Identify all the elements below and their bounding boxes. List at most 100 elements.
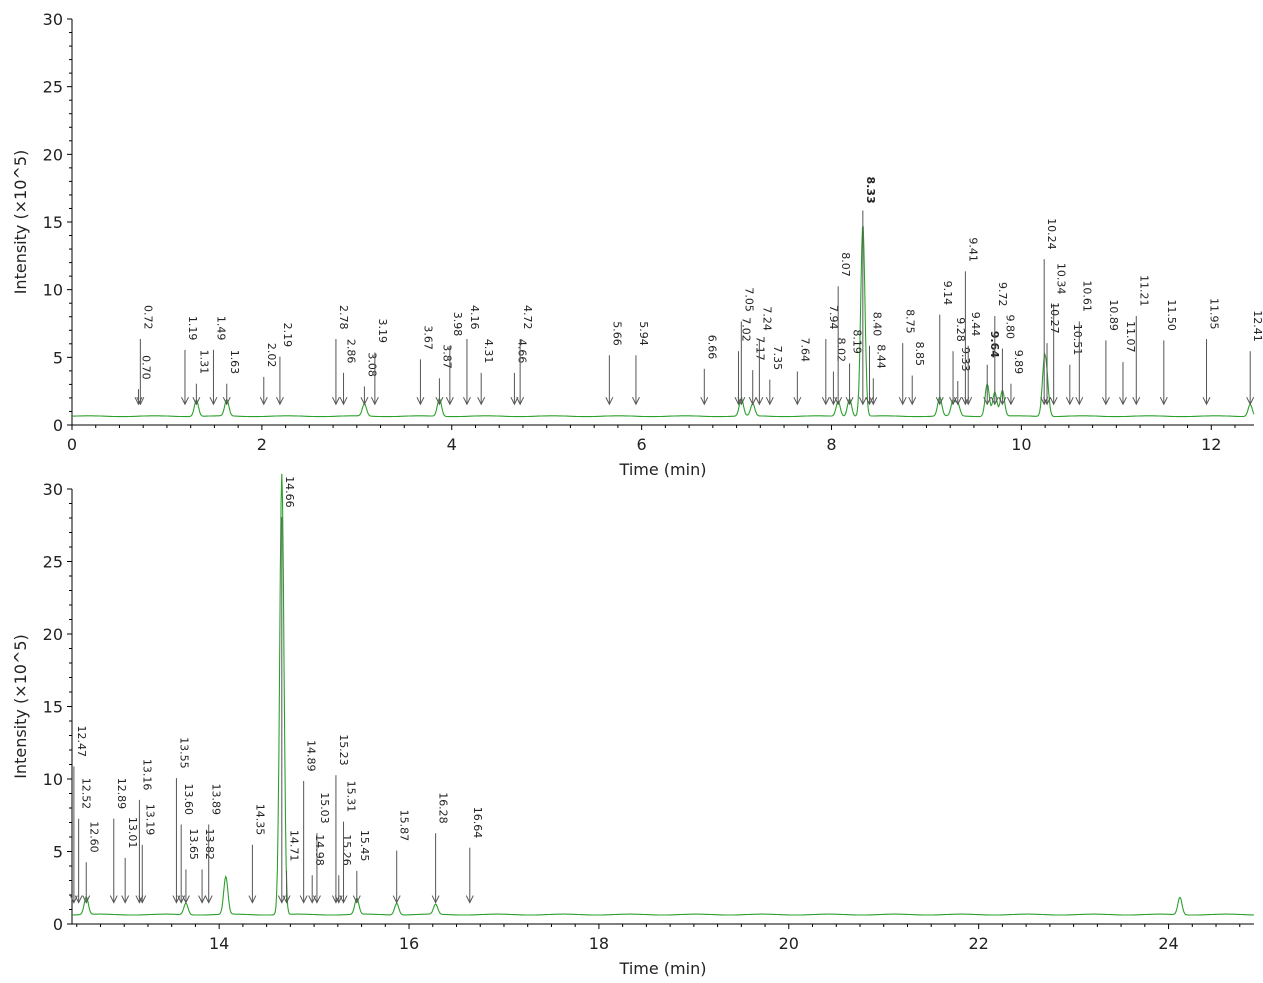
peak-label: 13.65 [187, 828, 200, 860]
peak-label: 10.34 [1055, 263, 1068, 295]
peak-label: 1.31 [197, 350, 210, 375]
peak-arrow-head [222, 396, 231, 406]
peak-arrow-head [834, 396, 843, 406]
peak-arrow-head [181, 895, 190, 904]
peak-label: 13.55 [177, 737, 190, 769]
peak-label: 8.07 [839, 252, 852, 277]
peak-arrow-head [445, 396, 454, 406]
peak-arrow-head [964, 396, 973, 406]
peak-arrow-head [869, 396, 878, 406]
peak-arrow-head [109, 895, 118, 904]
peak-arrow-head [1202, 396, 1211, 406]
peak-label: 9.72 [996, 282, 1009, 307]
peak-label: 14.89 [305, 740, 318, 772]
peak-label: 12.41 [1251, 310, 1263, 342]
peak-label: 13.01 [126, 817, 139, 849]
peak-label: 12.60 [87, 821, 100, 853]
y-tick-label: 25 [43, 78, 63, 97]
peak-label: 8.19 [851, 329, 864, 354]
peak-label: 8.44 [874, 344, 887, 369]
x-tick-label: 18 [589, 934, 609, 953]
peak-label: 8.33 [864, 176, 877, 203]
peak-label: 8.75 [904, 309, 917, 334]
peak-label: 6.66 [705, 335, 718, 360]
peak-arrow-head [990, 396, 999, 406]
peak-label: 1.63 [228, 350, 241, 375]
peak-label: 12.89 [115, 778, 128, 810]
y-tick-label: 15 [43, 698, 63, 717]
peak-arrow-head [435, 396, 444, 406]
peak-label: 9.14 [941, 281, 954, 306]
peak-arrow-head [700, 396, 709, 406]
peak-label: 1.19 [186, 316, 199, 341]
peak-label: 2.78 [337, 305, 350, 330]
peak-label: 10.27 [1048, 302, 1061, 334]
peak-label: 7.02 [739, 317, 752, 342]
peak-label: 2.19 [281, 323, 294, 348]
peak-label: 8.40 [870, 312, 883, 337]
peak-arrow-head [331, 396, 340, 406]
peak-label: 5.94 [637, 321, 650, 346]
peak-label: 3.87 [440, 344, 453, 369]
peak-label: 3.98 [451, 312, 464, 337]
peak-arrow-head [1043, 396, 1051, 406]
peak-label: 13.16 [140, 759, 153, 791]
peak-label: 12.47 [75, 726, 88, 758]
peak-arrow-head [737, 396, 746, 406]
peak-label: 15.26 [340, 834, 353, 866]
peak-arrow-head [755, 396, 764, 406]
top-chromatogram-panel: 0 5 10 15 20 25 30 0 2 4 6 8 10 12 Time (min) Intensity… [11, 10, 1263, 479]
peak-arrow-head [392, 895, 401, 904]
peak-arrow-head [339, 396, 348, 406]
peak-arrow-head [1075, 396, 1084, 406]
peak-label: 15.87 [398, 810, 411, 842]
x-tick-label: 14 [209, 934, 229, 953]
peak-arrow-head [204, 895, 213, 904]
peak-arrow-head [1132, 396, 1141, 406]
peak-arrow-head [181, 396, 189, 406]
y-tick-label: 30 [43, 480, 63, 499]
y-tick-label: 15 [43, 213, 63, 232]
peak-label: 16.28 [437, 792, 450, 824]
peak-arrow-head [821, 396, 830, 406]
peak-arrow-head [198, 895, 207, 904]
x-tick-label: 10 [1011, 435, 1031, 454]
peak-label: 7.05 [742, 287, 755, 312]
peak-label: 7.24 [760, 306, 773, 331]
peak-arrow-head [138, 895, 147, 904]
y-tick-label: 5 [53, 348, 63, 367]
x-tick-label: 22 [968, 934, 988, 953]
peak-arrow-head [898, 396, 907, 406]
x-tick-label: 4 [447, 435, 457, 454]
x-axis-label: Time (min) [619, 959, 707, 978]
y-tick-label: 5 [53, 843, 63, 862]
bottom-chromatogram-panel: 0 5 10 15 20 25 30 14 16 18 20 22 24 Time (min) Intens… [11, 473, 1255, 978]
peak-label: 10.51 [1071, 324, 1084, 356]
x-tick-label: 16 [399, 934, 419, 953]
peak-label: 11.50 [1165, 299, 1178, 331]
y-tick-label: 10 [43, 770, 63, 789]
peak-label: 10.89 [1107, 299, 1120, 331]
x-axis-label: Time (min) [619, 460, 707, 479]
x-tick-label: 2 [257, 435, 267, 454]
peak-arrow-head [953, 396, 962, 406]
peak-label: 11.21 [1137, 275, 1150, 307]
peak-label: 3.67 [421, 325, 434, 350]
peak-arrow-head [734, 396, 743, 406]
peak-arrow-head [998, 396, 1007, 406]
peak-label: 10.24 [1045, 218, 1058, 250]
y-tick-label: 0 [53, 915, 63, 934]
x-tick-label: 12 [1201, 435, 1221, 454]
peak-label: 7.64 [798, 338, 811, 363]
y-tick-label: 30 [43, 10, 63, 29]
peak-arrow-head [865, 396, 874, 406]
peak-arrow-head [331, 895, 340, 904]
peak-label: 14.66 [283, 476, 296, 508]
peak-arrow-head [983, 396, 992, 406]
peak-label: 8.85 [913, 342, 926, 367]
peak-arrow-head [1119, 396, 1127, 406]
peak-label: 4.72 [521, 305, 534, 330]
peak-arrow-head [510, 396, 519, 406]
peak-arrow-head [477, 396, 486, 406]
peak-arrow-head [858, 396, 867, 406]
